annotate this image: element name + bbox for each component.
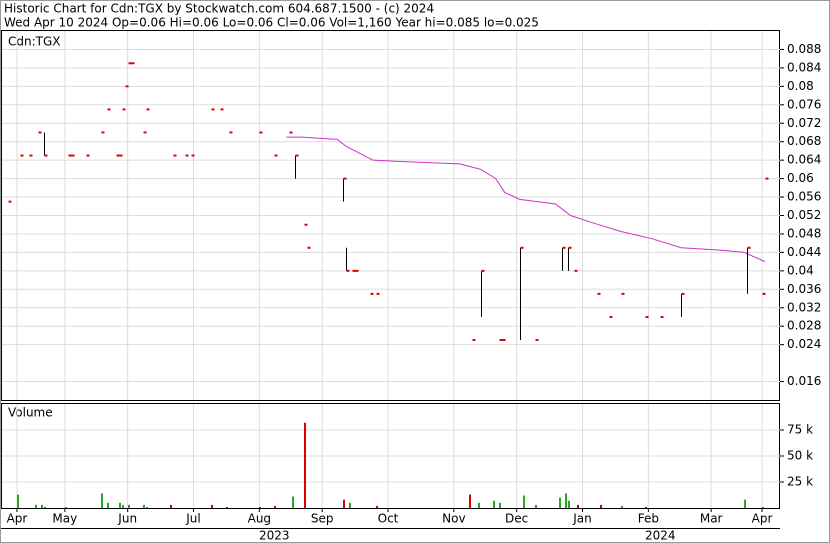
- volume-bar: [762, 506, 764, 508]
- volume-bar: [559, 497, 561, 508]
- volume-bar: [107, 502, 109, 508]
- x-tick-label: May: [52, 512, 77, 526]
- x-tick-label: Oct: [378, 512, 399, 526]
- y-tick-label: 0.028: [787, 319, 821, 333]
- volume-bar: [304, 422, 306, 508]
- year-label: 2024: [645, 529, 676, 543]
- volume-bar: [274, 505, 276, 508]
- y-tick-label: 0.056: [787, 190, 821, 204]
- chart-title: Historic Chart for Cdn:TGX by Stockwatch…: [4, 2, 434, 16]
- y-tick-label: 0.076: [787, 97, 821, 111]
- chart-subtitle: Wed Apr 10 2024 Op=0.06 Hi=0.06 Lo=0.06 …: [4, 16, 539, 30]
- y-tick-label: 0.036: [787, 282, 821, 296]
- volume-bar: [469, 494, 471, 508]
- volume-bar: [170, 504, 172, 508]
- y-tick-label: 0.088: [787, 42, 821, 56]
- volume-bar: [478, 502, 480, 508]
- y-tick-label: 0.084: [787, 60, 821, 74]
- y-tick-label: 0.08: [787, 79, 814, 93]
- volume-bar: [226, 506, 228, 508]
- y-tick-label: 75 k: [787, 423, 813, 437]
- volume-bar: [349, 502, 351, 508]
- y-tick-label: 0.048: [787, 226, 821, 240]
- volume-bar: [17, 494, 19, 508]
- volume-bar: [523, 495, 525, 508]
- volume-bar: [211, 504, 213, 508]
- volume-bar: [645, 506, 647, 508]
- volume-bar: [568, 500, 570, 508]
- x-tick-label: Nov: [442, 512, 465, 526]
- volume-bar: [41, 504, 43, 508]
- y-tick-label: 0.032: [787, 300, 821, 314]
- volume-bar: [119, 502, 121, 508]
- y-tick-label: 50 k: [787, 449, 813, 463]
- volume-bar: [565, 493, 567, 508]
- volume-bar: [499, 502, 501, 508]
- volume-bar: [493, 500, 495, 508]
- volume-bar: [292, 496, 294, 508]
- volume-bar: [343, 499, 345, 508]
- x-tick-label: Jun: [117, 512, 137, 526]
- symbol-label: Cdn:TGX: [8, 35, 61, 49]
- volume-bar: [621, 505, 623, 508]
- y-tick-label: 0.072: [787, 116, 821, 130]
- volume-label: Volume: [8, 406, 53, 420]
- y-tick-label: 0.04: [787, 263, 814, 277]
- volume-bar: [128, 504, 130, 508]
- year-label: 2023: [259, 529, 290, 543]
- x-tick-label: Dec: [505, 512, 528, 526]
- volume-bar: [65, 506, 67, 508]
- volume-bar: [44, 506, 46, 508]
- volume-bar: [101, 493, 103, 508]
- y-tick-label: 0.06: [787, 171, 814, 185]
- y-tick-label: 0.044: [787, 245, 821, 259]
- volume-bar: [143, 504, 145, 508]
- x-tick-label: Feb: [638, 512, 659, 526]
- volume-bar: [259, 506, 261, 508]
- volume-bar: [35, 504, 37, 508]
- y-tick-label: 0.064: [787, 153, 821, 167]
- volume-bar: [122, 504, 124, 508]
- y-tick-label: 0.052: [787, 208, 821, 222]
- y-tick-label: 0.016: [787, 374, 821, 388]
- x-tick-label: Apr: [7, 512, 28, 526]
- y-tick-label: 0.068: [787, 134, 821, 148]
- volume-bar: [376, 505, 378, 508]
- moving-average: [286, 136, 766, 263]
- volume-bar: [577, 504, 579, 508]
- volume-bar: [600, 504, 602, 508]
- y-tick-label: 0.024: [787, 337, 821, 351]
- y-tick-label: 25 k: [787, 475, 813, 489]
- x-tick-label: Sep: [311, 512, 334, 526]
- x-tick-label: Jul: [185, 512, 200, 526]
- volume-bar: [744, 499, 746, 508]
- x-tick-label: Jan: [572, 512, 592, 526]
- volume-bar: [146, 506, 148, 508]
- x-tick-label: Apr: [752, 512, 773, 526]
- x-tick-label: Aug: [248, 512, 271, 526]
- volume-bar: [535, 504, 537, 508]
- x-tick-label: Mar: [700, 512, 723, 526]
